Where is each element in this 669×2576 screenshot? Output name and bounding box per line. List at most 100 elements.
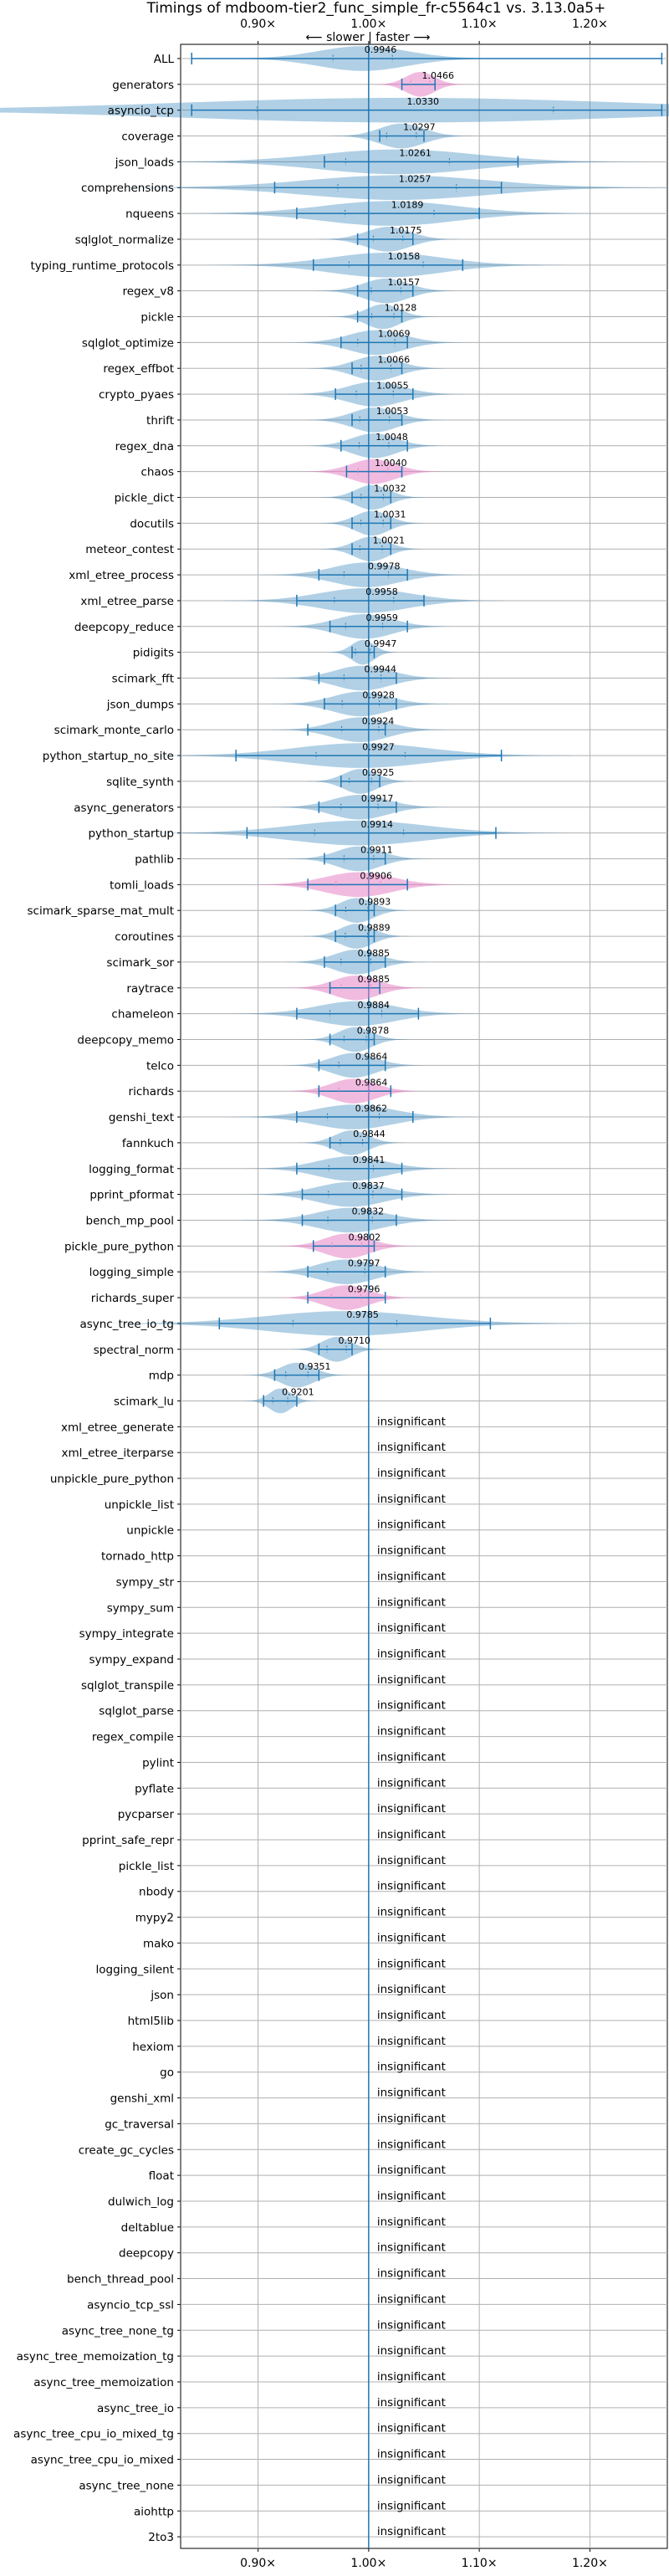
value-label: 1.0189 [391, 199, 424, 210]
benchmark-label: spectral_norm [94, 1344, 174, 1357]
benchmark-label: pickle_dict [115, 492, 174, 505]
value-label: 0.9864 [355, 1052, 388, 1063]
insignificant-label: insignificant [377, 1983, 446, 1996]
benchmark-label: html5lib [128, 2015, 174, 2028]
benchmark-label: json [150, 1989, 174, 2002]
insignificant-label: insignificant [377, 2164, 446, 2177]
insignificant-label: insignificant [377, 1595, 446, 1609]
benchmark-label: sqlglot_parse [99, 1705, 174, 1718]
value-label: 1.0175 [390, 225, 422, 236]
benchmark-label: ALL [154, 53, 175, 66]
value-label: 0.9893 [359, 896, 391, 907]
insignificant-label: insignificant [377, 2422, 446, 2435]
insignificant-label: insignificant [377, 2138, 446, 2151]
insignificant-label: insignificant [377, 1647, 446, 1661]
value-label: 0.9796 [348, 1283, 380, 1294]
benchmark-label: typing_runtime_protocols [31, 259, 175, 273]
value-label: 0.9917 [361, 793, 394, 804]
value-label: 1.0040 [375, 458, 407, 469]
benchmark-label: async_generators [74, 801, 174, 815]
benchmark-label: async_tree_none [79, 2479, 174, 2492]
benchmark-label: xml_etree_generate [61, 1421, 174, 1434]
benchmark-label: nbody [139, 1886, 174, 1899]
benchmark-label: pyflate [135, 1782, 174, 1795]
insignificant-label: insignificant [377, 2499, 446, 2512]
value-label: 0.9841 [353, 1155, 386, 1165]
benchmark-label: tornado_http [101, 1550, 174, 1564]
insignificant-label: insignificant [377, 2318, 446, 2332]
benchmark-label: mypy2 [135, 1912, 174, 1925]
benchmark-label: asyncio_tcp [108, 105, 174, 118]
bottom-tick-label: 1.00× [350, 2557, 386, 2570]
value-label: 0.9864 [355, 1077, 388, 1088]
value-label: 1.0032 [374, 484, 406, 494]
benchmark-label: fannkuch [122, 1137, 174, 1150]
value-label: 0.9958 [365, 586, 398, 597]
benchmark-label: pidigits [133, 647, 174, 660]
value-label: 0.9785 [346, 1309, 379, 1320]
benchmark-label: logging_silent [96, 1963, 174, 1976]
benchmark-label: sympy_integrate [79, 1627, 174, 1641]
insignificant-label: insignificant [377, 1699, 446, 1713]
benchmark-label: regex_v8 [122, 285, 174, 299]
value-label: 1.0261 [399, 148, 432, 159]
insignificant-label: insignificant [377, 1518, 446, 1532]
benchmark-label: async_tree_memoization_tg [17, 2350, 174, 2363]
benchmark-label: unpickle [126, 1524, 174, 1538]
insignificant-label: insignificant [377, 1880, 446, 1893]
value-label: 0.9978 [368, 561, 401, 571]
top-tick-label: 0.90× [240, 18, 276, 31]
insignificant-label: insignificant [377, 1854, 446, 1867]
value-label: 0.9710 [339, 1335, 371, 1346]
benchmark-label: generators [112, 79, 174, 92]
insignificant-label: insignificant [377, 1570, 446, 1583]
value-label: 0.9201 [282, 1387, 314, 1398]
value-label: 1.0257 [399, 173, 432, 184]
insignificant-label: insignificant [377, 2396, 446, 2410]
benchmark-label: sympy_expand [89, 1653, 174, 1667]
benchmark-label: sqlite_synth [106, 776, 174, 789]
value-label: 0.9802 [349, 1232, 381, 1243]
direction-note: ⟵ slower | faster ⟶ [306, 31, 431, 44]
insignificant-label: insignificant [377, 2035, 446, 2048]
marks-layer [0, 46, 669, 1414]
benchmark-label: python_startup_no_site [43, 750, 174, 763]
benchmark-label: sympy_str [116, 1575, 175, 1589]
benchmark-label: 2to3 [148, 2531, 174, 2544]
benchmark-label: pprint_safe_repr [82, 1834, 174, 1847]
benchmark-label: deltablue [121, 2221, 174, 2235]
benchmark-label: regex_effbot [103, 362, 174, 376]
bottom-tick-label: 0.90× [240, 2557, 276, 2570]
insignificant-label: insignificant [377, 2292, 446, 2306]
benchmark-label: unpickle_list [105, 1498, 174, 1512]
benchmark-label: regex_compile [92, 1731, 174, 1744]
benchmark-label: bench_mp_pool [86, 1214, 174, 1227]
benchmark-label: sympy_sum [107, 1601, 174, 1615]
benchmark-label: async_tree_io [97, 2402, 174, 2415]
insignificant-label: insignificant [377, 1441, 446, 1454]
value-label: 0.9797 [348, 1257, 380, 1268]
benchmark-label: sqlglot_transpile [81, 1679, 174, 1693]
benchmark-label: async_tree_cpu_io_mixed_tg [13, 2428, 174, 2441]
benchmark-label: pickle [140, 311, 174, 325]
value-label: 1.0069 [378, 329, 411, 340]
benchmark-label: coverage [121, 131, 174, 144]
insignificant-label: insignificant [377, 1906, 446, 1919]
insignificant-label: insignificant [377, 2267, 446, 2281]
top-tick-label: 1.00× [350, 18, 386, 31]
value-label: 0.9946 [365, 44, 397, 55]
value-label: 0.9351 [299, 1361, 331, 1372]
insignificant-label: insignificant [377, 2241, 446, 2255]
benchmark-label: aiohttp [134, 2505, 174, 2518]
benchmark-label: scimark_sor [106, 956, 174, 970]
benchmark-label: asyncio_tcp_ssl [87, 2298, 174, 2312]
value-label: 0.9889 [358, 922, 391, 933]
value-label: 0.9924 [362, 715, 395, 726]
bottom-tick-label: 1.10× [462, 2557, 498, 2570]
insignificant-label: insignificant [377, 2448, 446, 2461]
benchmark-label: pprint_pformat [89, 1189, 174, 1202]
insignificant-label: insignificant [377, 1544, 446, 1558]
benchmark-label: chameleon [111, 1008, 174, 1022]
benchmark-label: go [160, 2066, 174, 2080]
insignificant-label: insignificant [377, 1776, 446, 1790]
